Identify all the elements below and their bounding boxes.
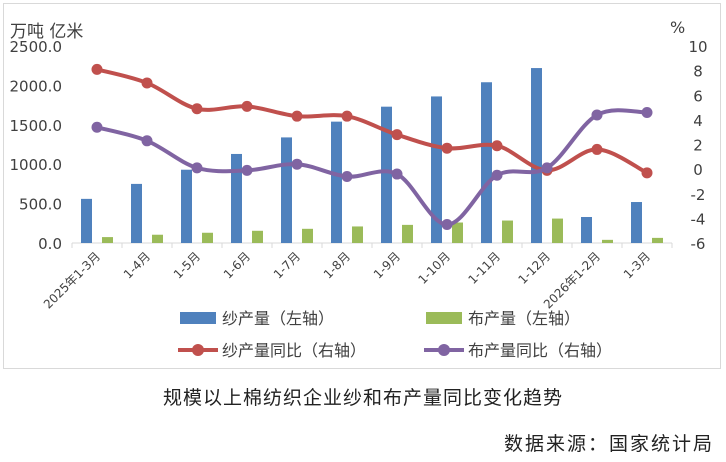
cloth-yoy-point <box>341 171 353 183</box>
yarn-output-bar <box>81 198 92 243</box>
cloth-yoy-point <box>441 219 453 231</box>
right-tick-label: -6 <box>691 235 706 253</box>
right-tick-label: 2 <box>693 137 703 155</box>
cloth-output-bar <box>552 218 563 243</box>
yarn-output-bar <box>231 153 242 243</box>
left-tick-label: 0.0 <box>38 235 62 253</box>
legend-cloth-output-swatch <box>426 312 462 324</box>
left-axis-unit-label: 万吨 亿米 <box>10 22 83 42</box>
yarn-output-bar <box>631 202 642 243</box>
yarn-output-bar <box>581 216 592 243</box>
legend-cloth-yoy-swatch-marker <box>438 344 450 356</box>
left-tick-label: 2000.0 <box>10 77 63 95</box>
cloth-yoy-point <box>541 162 553 174</box>
right-tick-label: 8 <box>693 63 703 81</box>
right-tick-label: 6 <box>693 87 703 105</box>
x-category-label: 1-8月 <box>321 249 353 281</box>
legend-cloth-yoy: 布产量同比（右轴） <box>424 341 612 360</box>
cloth-output-bar <box>102 237 113 243</box>
chart-caption: 规模以上棉纺织企业纱和布产量同比变化趋势 <box>162 387 563 409</box>
cloth-yoy-point <box>191 162 203 174</box>
cloth-output-bar <box>202 232 213 243</box>
legend-yarn-output: 纱产量（左轴） <box>180 309 334 328</box>
chart-svg: 万吨 亿米 % 0.0 500.0 1000.0 1500.0 2000.0 2500.0… <box>10 18 708 360</box>
yarn-output-bar <box>131 183 142 243</box>
yarn-yoy-point <box>191 103 203 115</box>
legend-cloth-yoy-label: 布产量同比（右轴） <box>468 341 612 360</box>
legend-yarn-yoy-label: 纱产量同比（右轴） <box>222 341 366 360</box>
yarn-output-bar <box>331 121 342 243</box>
x-category-label: 1-10月 <box>415 249 453 287</box>
right-tick-label: -2 <box>691 186 706 204</box>
yarn-output-bar <box>481 82 492 243</box>
right-tick-label: 4 <box>693 112 703 130</box>
yarn-yoy-point <box>291 110 303 122</box>
cloth-yoy-point <box>591 109 603 121</box>
legend-cloth-output: 布产量（左轴） <box>426 309 580 328</box>
cloth-output-bar <box>352 226 363 243</box>
yarn-output-bar <box>531 68 542 244</box>
cloth-output-bar <box>502 220 513 243</box>
cloth-yoy-point <box>641 106 653 118</box>
chart-frame <box>3 3 721 369</box>
yarn-yoy-point <box>341 110 353 122</box>
cloth-output-bar <box>152 234 163 243</box>
x-category-label: 1-3月 <box>621 249 653 281</box>
x-category-label: 1-11月 <box>465 249 503 287</box>
yarn-yoy-point <box>441 142 453 154</box>
x-category-label: 1-4月 <box>121 249 153 281</box>
x-category-label: 1-5月 <box>171 249 203 281</box>
yarn-yoy-point <box>241 100 253 112</box>
right-tick-label: 0 <box>693 161 703 179</box>
legend-yarn-yoy: 纱产量同比（右轴） <box>178 341 366 360</box>
cloth-output-bar <box>602 239 613 243</box>
legend-yarn-yoy-swatch-marker <box>192 344 204 356</box>
yarn-yoy-point <box>641 167 653 179</box>
yarn-output-bar <box>381 106 392 244</box>
cloth-yoy-point <box>241 164 253 176</box>
cloth-output-bar <box>252 230 263 243</box>
x-category-label: 1-6月 <box>221 249 253 281</box>
right-tick-label: -4 <box>691 210 706 228</box>
cloth-output-bar <box>452 222 463 243</box>
cloth-output-bar <box>652 237 663 243</box>
right-tick-label: 10 <box>688 38 707 56</box>
cloth-output-bar <box>402 224 413 243</box>
cloth-output-bar <box>302 228 313 243</box>
yarn-yoy-point <box>591 143 603 155</box>
cloth-yoy-point <box>391 168 403 180</box>
cloth-yoy-point <box>491 169 503 181</box>
cloth-yoy-point <box>141 135 153 147</box>
yarn-yoy-point <box>391 129 403 141</box>
legend-yarn-output-swatch <box>180 312 216 324</box>
left-tick-label: 500.0 <box>19 196 62 214</box>
cloth-yoy-point <box>91 121 103 133</box>
right-axis-unit-label: % <box>670 18 685 37</box>
left-tick-label: 1000.0 <box>10 156 63 174</box>
x-category-label: 1-7月 <box>271 249 303 281</box>
yarn-yoy-point <box>491 140 503 152</box>
yarn-output-bar <box>281 137 292 243</box>
yarn-output-bar <box>181 169 192 243</box>
yarn-yoy-point <box>91 63 103 75</box>
legend-cloth-output-label: 布产量（左轴） <box>468 309 580 328</box>
x-category-label: 1-12月 <box>515 249 553 287</box>
legend-yarn-output-label: 纱产量（左轴） <box>222 309 334 328</box>
yarn-output-bar <box>431 96 442 243</box>
x-category-label: 1-9月 <box>371 249 403 281</box>
yarn-yoy-point <box>141 77 153 89</box>
source-note: 数据来源：国家统计局 <box>503 433 714 455</box>
cloth-yoy-point <box>291 158 303 170</box>
x-category-label: 2025年1-3月 <box>41 249 103 311</box>
cloth-yoy-line <box>95 108 649 227</box>
left-tick-label: 1500.0 <box>10 117 63 135</box>
left-tick-label: 2500.0 <box>10 38 63 56</box>
